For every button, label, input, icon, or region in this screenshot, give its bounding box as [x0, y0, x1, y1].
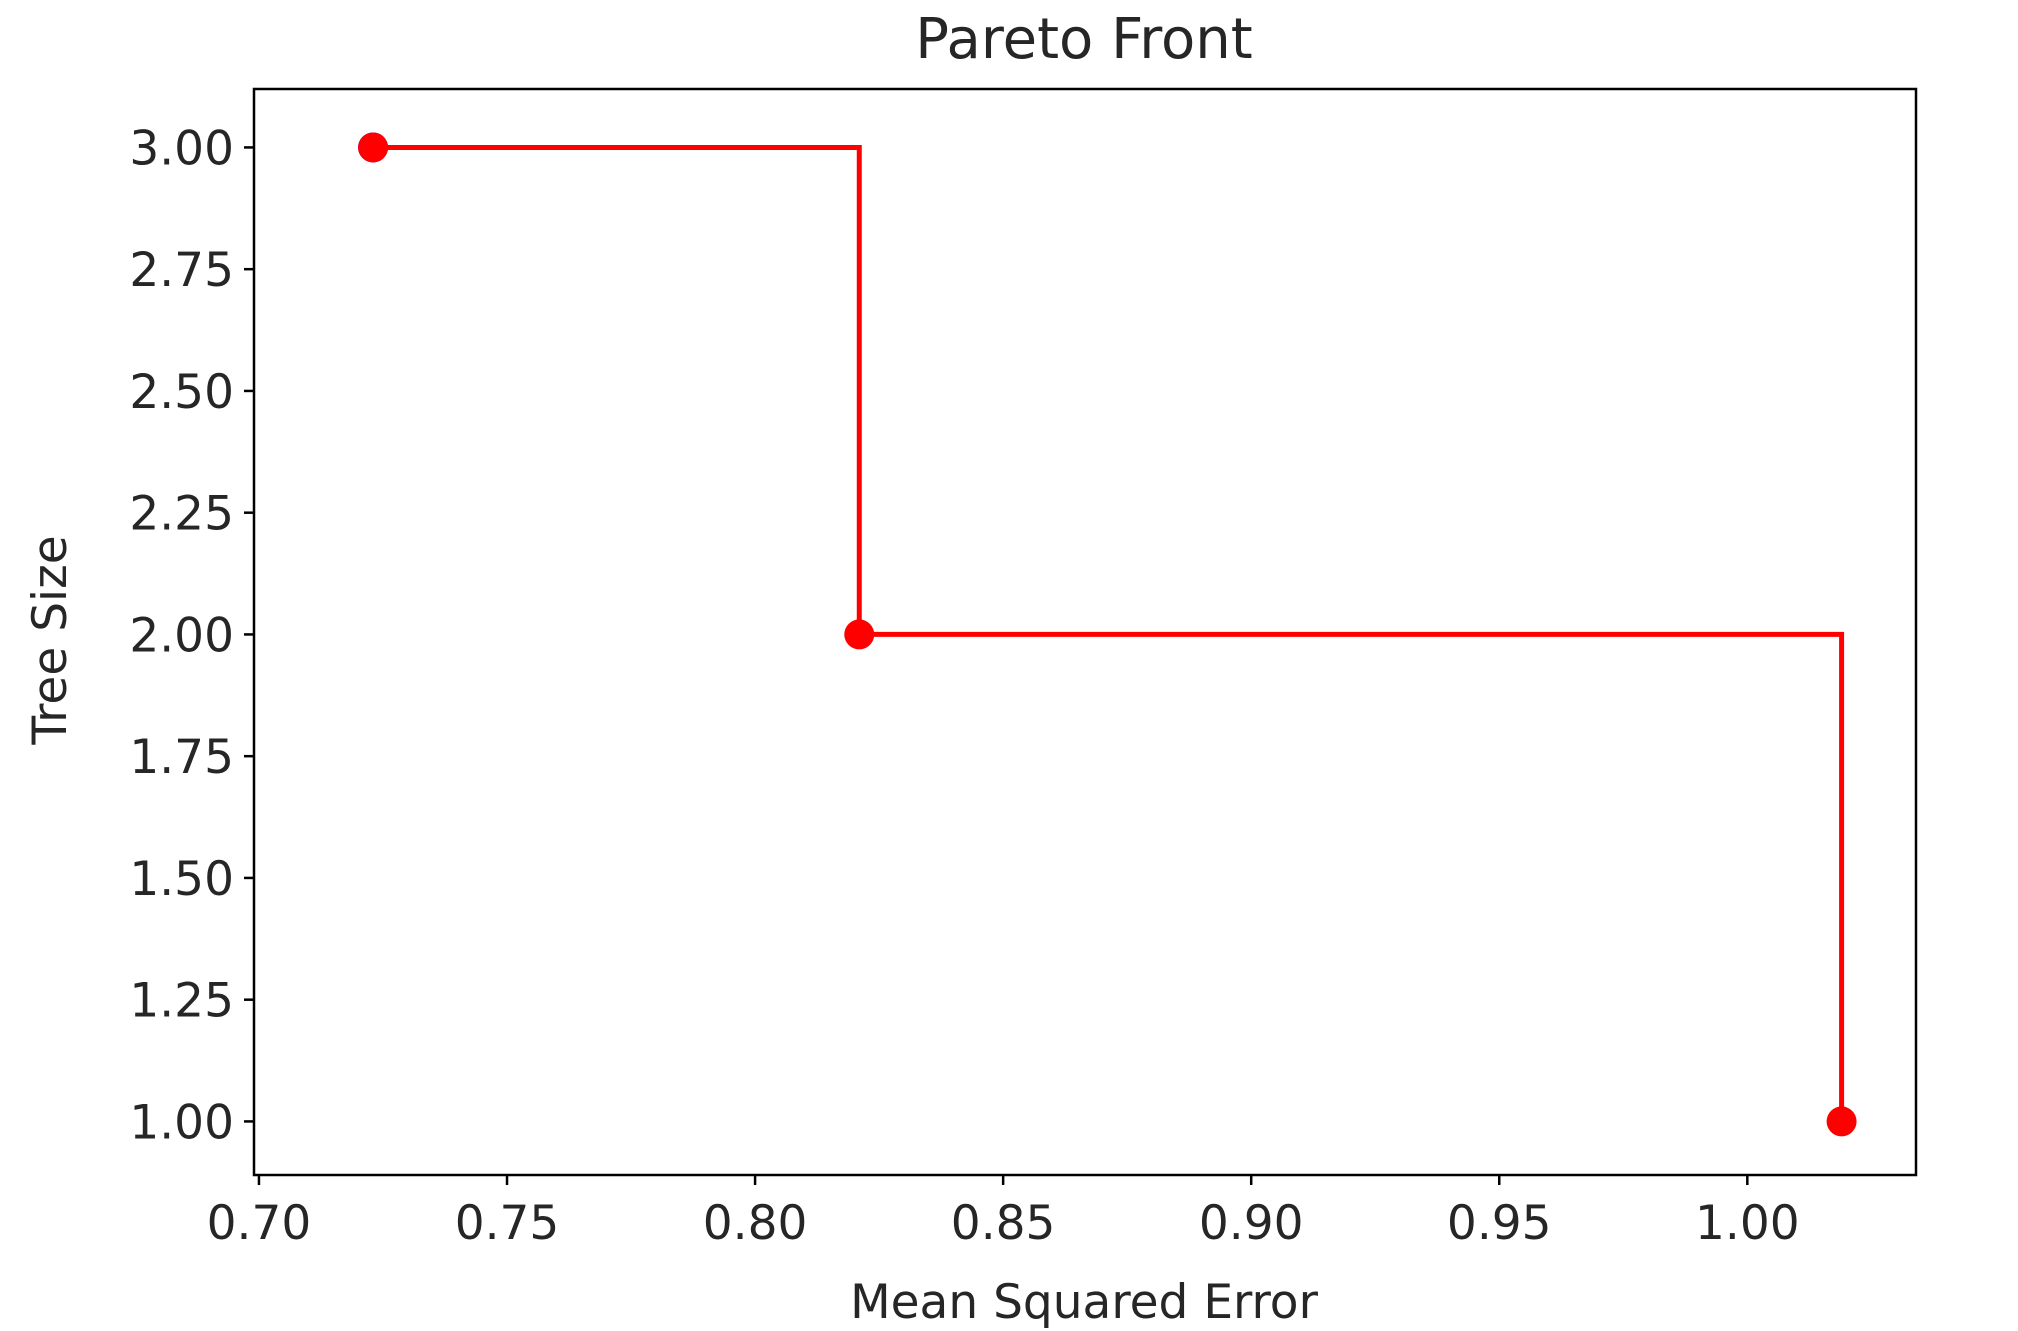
- y-axis-title: Tree Size: [23, 535, 78, 745]
- y-tick-label: 1.50: [129, 852, 234, 907]
- y-tick-label: 2.25: [129, 487, 234, 542]
- y-axis: 1.00 1.25 1.50 1.75 2.00 2.25 2.50 2.75 3.00: [129, 121, 254, 1150]
- x-tick-label: 0.90: [1199, 1196, 1304, 1251]
- y-tick-label: 1.75: [129, 730, 234, 785]
- y-tick-label: 1.25: [129, 974, 234, 1029]
- x-tick-label: 0.80: [703, 1196, 808, 1251]
- x-tick-label: 0.75: [455, 1196, 560, 1251]
- x-axis-title: Mean Squared Error: [850, 1275, 1318, 1330]
- pareto-point: [358, 132, 389, 163]
- x-tick-label: 1.00: [1695, 1196, 1800, 1251]
- y-tick-label: 2.00: [129, 608, 234, 663]
- plot-area: [358, 132, 1857, 1137]
- pareto-point: [1826, 1106, 1857, 1137]
- x-tick-label: 0.85: [951, 1196, 1056, 1251]
- x-tick-label: 0.70: [207, 1196, 312, 1251]
- chart-title: Pareto Front: [915, 7, 1252, 72]
- y-tick-label: 2.75: [129, 243, 234, 298]
- x-tick-label: 0.95: [1447, 1196, 1552, 1251]
- x-axis: 0.70 0.75 0.80 0.85 0.90 0.95 1.00: [207, 1175, 1800, 1251]
- pareto-point: [844, 619, 875, 650]
- y-tick-label: 2.50: [129, 365, 234, 420]
- y-tick-label: 1.00: [129, 1095, 234, 1150]
- y-tick-label: 3.00: [129, 121, 234, 176]
- plot-frame: [252, 87, 1918, 1177]
